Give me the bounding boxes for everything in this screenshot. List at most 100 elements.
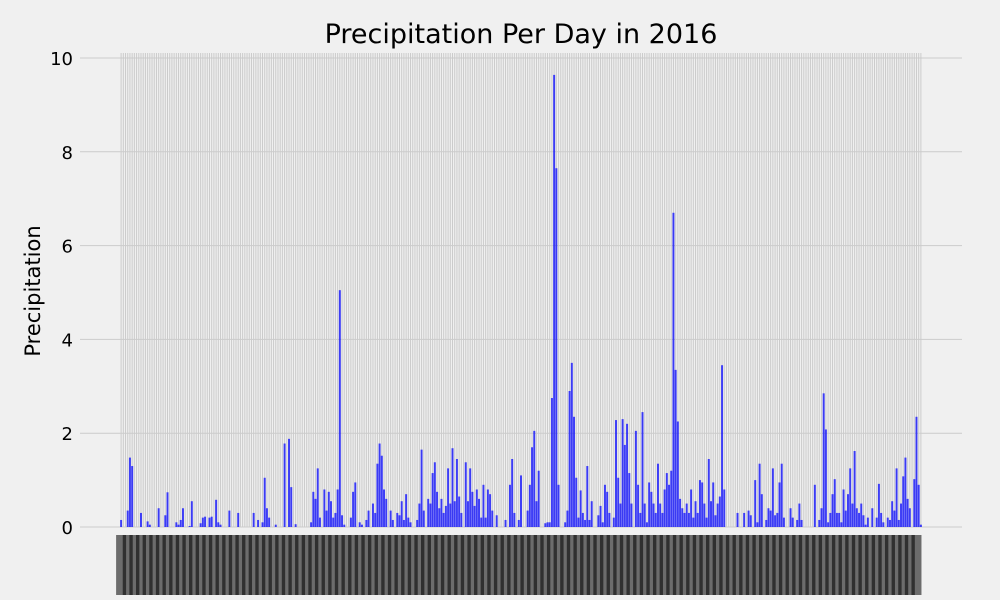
bar bbox=[913, 479, 916, 527]
x-tick-label bbox=[573, 535, 584, 595]
x-tick-label bbox=[672, 535, 683, 595]
x-tick-label bbox=[884, 535, 895, 595]
x-tick-label bbox=[374, 535, 385, 595]
bar bbox=[553, 74, 556, 527]
x-tick-label bbox=[155, 535, 166, 595]
x-tick-label bbox=[169, 535, 180, 595]
bar bbox=[835, 512, 838, 527]
bar bbox=[188, 526, 191, 527]
bar bbox=[654, 512, 657, 527]
bar bbox=[908, 508, 911, 527]
x-tick-label bbox=[122, 535, 133, 595]
x-tick-label bbox=[871, 535, 882, 595]
bar bbox=[416, 519, 419, 527]
bar bbox=[698, 480, 701, 527]
bar bbox=[800, 519, 803, 527]
bar bbox=[380, 455, 383, 527]
bar bbox=[608, 512, 611, 527]
bar bbox=[599, 505, 602, 527]
bar bbox=[312, 491, 315, 527]
bar bbox=[157, 508, 160, 527]
bar bbox=[283, 443, 286, 527]
bar bbox=[824, 429, 827, 527]
bar bbox=[535, 501, 538, 527]
bar bbox=[396, 512, 399, 527]
x-tick-label bbox=[706, 535, 717, 595]
x-tick-label bbox=[553, 535, 564, 595]
x-tick-label bbox=[354, 535, 365, 595]
bar bbox=[495, 515, 498, 527]
bar bbox=[767, 508, 770, 527]
bar bbox=[528, 484, 531, 527]
bar bbox=[484, 517, 487, 527]
bar bbox=[228, 510, 231, 527]
bar bbox=[756, 522, 759, 527]
bar bbox=[557, 484, 560, 527]
bar bbox=[531, 447, 534, 527]
x-tick-label bbox=[606, 535, 617, 595]
bar bbox=[128, 457, 131, 527]
bar bbox=[758, 463, 761, 527]
bar bbox=[148, 524, 151, 527]
bar bbox=[900, 503, 903, 527]
bar bbox=[612, 517, 615, 527]
bar bbox=[219, 524, 222, 527]
bar bbox=[621, 419, 624, 527]
bar bbox=[199, 523, 202, 527]
bar bbox=[712, 482, 715, 527]
bar bbox=[696, 512, 699, 527]
bar bbox=[674, 369, 677, 527]
x-tick-label bbox=[235, 535, 246, 595]
x-tick-label bbox=[361, 535, 372, 595]
x-tick-label bbox=[381, 535, 392, 595]
x-tick-label bbox=[825, 535, 836, 595]
bar bbox=[294, 524, 297, 527]
bar bbox=[511, 458, 514, 527]
bar bbox=[564, 522, 567, 527]
bar bbox=[798, 503, 801, 527]
x-tick-label bbox=[805, 535, 816, 595]
x-tick-label bbox=[752, 535, 763, 595]
x-tick-label bbox=[666, 535, 677, 595]
bar bbox=[537, 470, 540, 527]
bar bbox=[371, 503, 374, 527]
x-tick-label bbox=[387, 535, 398, 595]
bar bbox=[723, 489, 726, 527]
bar bbox=[630, 503, 633, 527]
bar bbox=[520, 475, 522, 527]
x-tick-label bbox=[427, 535, 438, 595]
bar bbox=[590, 501, 593, 527]
bar bbox=[513, 512, 516, 527]
bar bbox=[349, 517, 352, 527]
x-tick-label bbox=[394, 535, 405, 595]
x-tick-label bbox=[295, 535, 306, 595]
bar bbox=[880, 512, 883, 527]
bar bbox=[844, 510, 847, 527]
x-tick-label bbox=[268, 535, 279, 595]
bar bbox=[365, 519, 368, 527]
x-tick-label bbox=[818, 535, 829, 595]
bar bbox=[886, 517, 889, 527]
bar bbox=[601, 522, 604, 527]
bar bbox=[822, 393, 825, 527]
bar bbox=[818, 519, 821, 527]
x-tick-label bbox=[533, 535, 544, 595]
bar bbox=[820, 508, 823, 527]
y-tick-label: 10 bbox=[50, 49, 73, 70]
bar bbox=[402, 519, 405, 527]
bar bbox=[683, 512, 686, 527]
bar bbox=[544, 523, 547, 527]
bar bbox=[634, 430, 637, 527]
x-tick-label bbox=[116, 535, 127, 595]
x-tick-label bbox=[367, 535, 378, 595]
x-tick-label bbox=[692, 535, 703, 595]
bar bbox=[888, 519, 891, 527]
bar bbox=[754, 480, 757, 527]
bar bbox=[858, 512, 861, 527]
bar bbox=[703, 503, 706, 527]
bar bbox=[360, 524, 363, 527]
bar bbox=[327, 491, 330, 527]
y-tick-label: 6 bbox=[62, 237, 73, 258]
bar bbox=[864, 524, 867, 527]
x-tick-label bbox=[414, 535, 425, 595]
